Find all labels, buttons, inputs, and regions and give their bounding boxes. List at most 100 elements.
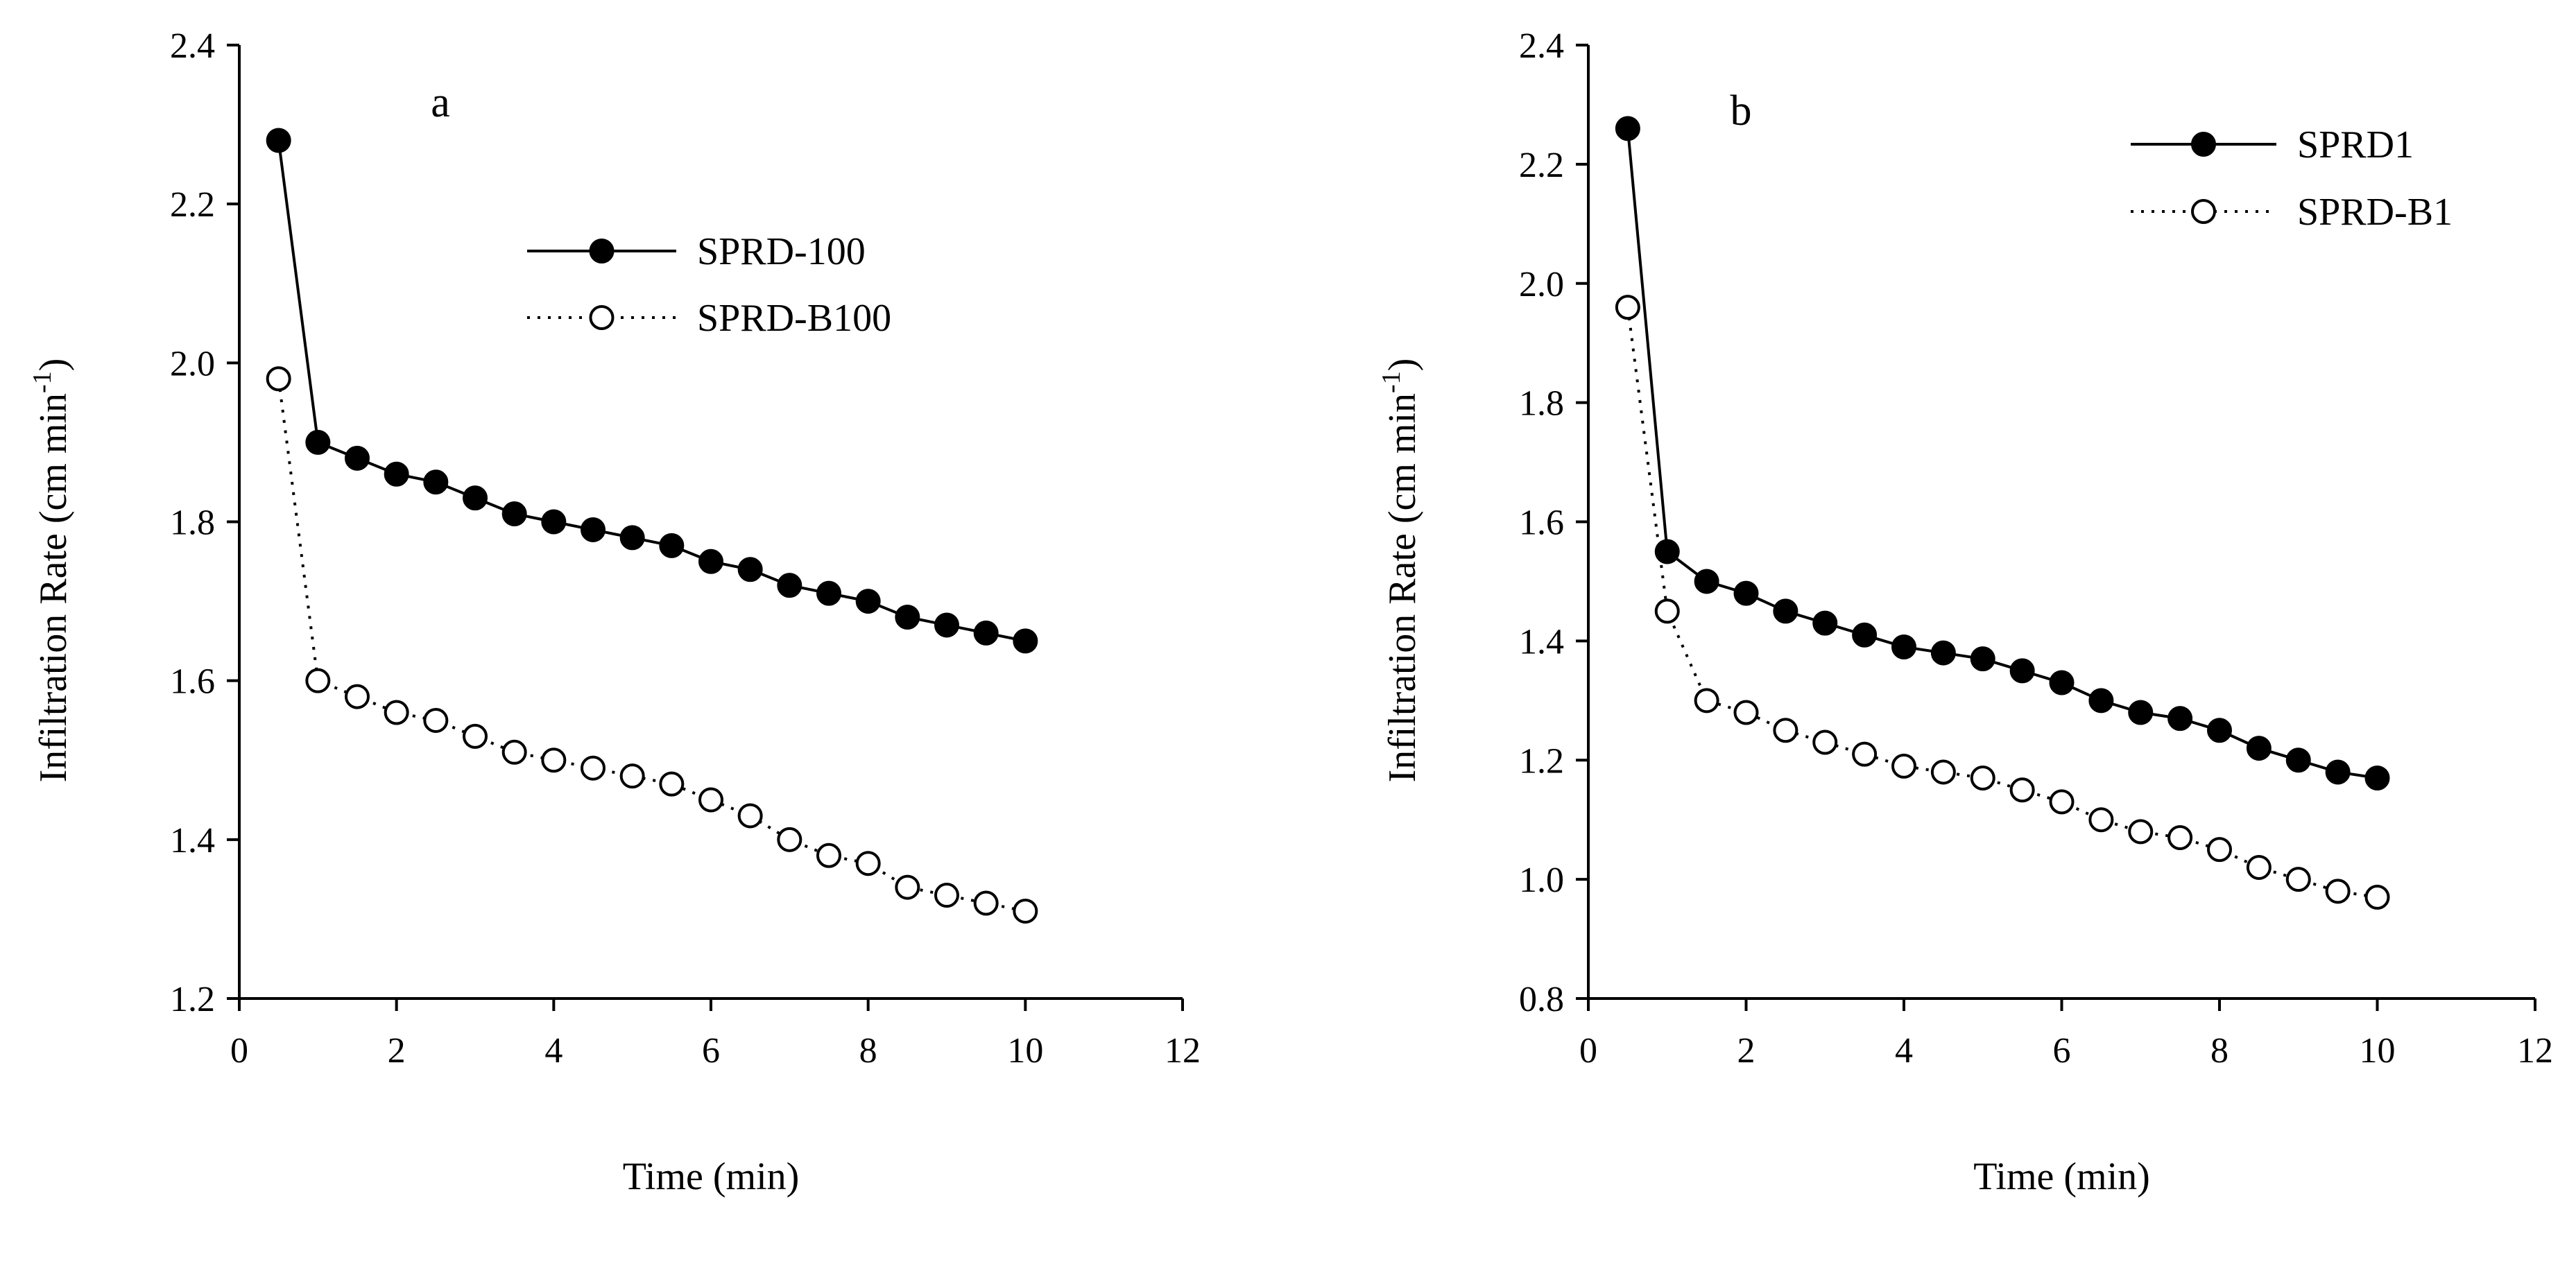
data-point xyxy=(777,573,802,598)
x-tick-label: 0 xyxy=(1579,1031,1597,1071)
data-point xyxy=(895,605,920,630)
data-point xyxy=(2246,736,2272,761)
y-tick-label: 1.2 xyxy=(170,980,215,1019)
y-tick-label: 1.6 xyxy=(170,662,215,702)
y-tick-label: 2.4 xyxy=(1519,26,1564,66)
data-point xyxy=(1970,766,1995,791)
y-axis-title-main: Infiltration Rate (cm min xyxy=(1381,393,1424,782)
legend-swatch-marker xyxy=(2191,199,2216,224)
data-point xyxy=(1654,539,1680,564)
y-axis-title-close: ) xyxy=(1381,358,1424,372)
y-tick-label: 1.8 xyxy=(170,503,215,543)
x-tick-label: 12 xyxy=(1165,1031,1201,1071)
y-tick-label: 1.4 xyxy=(1519,622,1564,662)
data-point xyxy=(266,366,291,392)
x-tick-label: 4 xyxy=(544,1031,563,1071)
legend-label: SPRD1 xyxy=(2297,123,2414,166)
data-point xyxy=(619,525,645,551)
data-point xyxy=(2167,824,2193,850)
data-point xyxy=(698,548,723,574)
data-point xyxy=(2285,867,2311,892)
data-point xyxy=(345,445,370,471)
data-point xyxy=(1733,700,1759,725)
data-point xyxy=(463,485,488,511)
x-axis-title: Time (min) xyxy=(1973,1155,2150,1198)
data-point xyxy=(1733,580,1759,606)
legend-swatch-marker xyxy=(589,305,615,330)
y-tick-label: 1.2 xyxy=(1519,741,1564,781)
x-tick-label: 12 xyxy=(2517,1031,2553,1071)
x-tick-label: 2 xyxy=(1737,1031,1755,1071)
data-point xyxy=(816,580,841,606)
y-tick-label: 2.0 xyxy=(1519,265,1564,304)
y-axis-title: Infiltration Rate (cm min-1) xyxy=(28,358,75,783)
data-point xyxy=(1773,718,1798,743)
panel-label: a xyxy=(431,79,450,126)
legend-swatch-marker xyxy=(2191,132,2216,157)
data-point xyxy=(973,620,999,646)
data-point xyxy=(384,461,409,487)
y-axis-title-close: ) xyxy=(32,358,75,372)
y-tick-label: 2.0 xyxy=(170,344,215,383)
series-line-SPRD-B100 xyxy=(277,378,1026,913)
data-point xyxy=(2009,658,2035,684)
data-point xyxy=(2246,854,2272,880)
x-tick-label: 8 xyxy=(2210,1031,2229,1071)
data-point xyxy=(423,469,449,495)
data-point xyxy=(855,589,881,614)
x-tick-label: 2 xyxy=(388,1031,406,1071)
data-point xyxy=(1694,569,1719,594)
data-point xyxy=(855,851,881,876)
data-point xyxy=(581,755,606,781)
data-point xyxy=(1812,610,1838,636)
data-point xyxy=(423,707,449,733)
data-point xyxy=(384,700,409,725)
data-point xyxy=(934,883,959,908)
data-point xyxy=(2285,747,2311,773)
data-point xyxy=(2009,777,2035,803)
data-point xyxy=(659,771,685,797)
y-tick-label: 2.2 xyxy=(1519,146,1564,185)
data-point xyxy=(2088,688,2114,714)
data-point xyxy=(541,747,567,773)
x-tick-label: 4 xyxy=(1895,1031,1913,1071)
data-point xyxy=(541,509,567,535)
data-point xyxy=(1891,634,1916,659)
chart-panel-a: 0 2 4 6 8 10 12 1.2 1.4 1.6 1.8 2.0 2.2 2.4 Time (min)… xyxy=(28,26,1201,1198)
data-point xyxy=(2207,718,2232,743)
chart-panel-b: 0 2 4 6 8 10 12 0.8 1.0 1.2 1.4 1.6 1.8 2.0 2.2 2.4 Time… xyxy=(1377,26,2553,1198)
y-tick-label: 1.8 xyxy=(1519,384,1564,424)
data-point xyxy=(1013,898,1038,924)
data-point xyxy=(2325,759,2351,785)
data-point xyxy=(501,739,527,765)
data-point xyxy=(619,763,645,789)
data-point xyxy=(1891,753,1916,779)
data-point xyxy=(816,842,841,868)
y-tick-label: 1.6 xyxy=(1519,503,1564,543)
y-axis-title-superscript: -1 xyxy=(1377,371,1406,393)
x-tick-label: 8 xyxy=(859,1031,877,1071)
y-tick-label: 0.8 xyxy=(1519,980,1564,1019)
y-axis-title-main: Infiltration Rate (cm min xyxy=(32,393,75,782)
data-point xyxy=(698,787,723,813)
data-point xyxy=(2207,837,2232,863)
y-tick-label: 1.0 xyxy=(1519,861,1564,900)
x-tick-label: 10 xyxy=(2360,1031,2396,1071)
data-point xyxy=(2128,700,2154,725)
data-point xyxy=(973,890,999,916)
data-point xyxy=(305,429,331,455)
data-point xyxy=(345,684,370,709)
legend-label: SPRD-B100 xyxy=(697,297,891,340)
x-tick-label: 0 xyxy=(230,1031,248,1071)
data-point xyxy=(2167,706,2193,732)
data-point xyxy=(1970,646,1995,672)
data-point xyxy=(2128,819,2154,845)
data-point xyxy=(1615,116,1640,141)
data-point xyxy=(305,668,331,693)
y-axis-title-superscript: -1 xyxy=(28,371,57,393)
data-point xyxy=(463,723,488,749)
data-point xyxy=(1812,729,1838,755)
data-point xyxy=(1852,622,1878,648)
data-point xyxy=(1773,598,1798,624)
legend-swatch-marker xyxy=(589,239,615,263)
